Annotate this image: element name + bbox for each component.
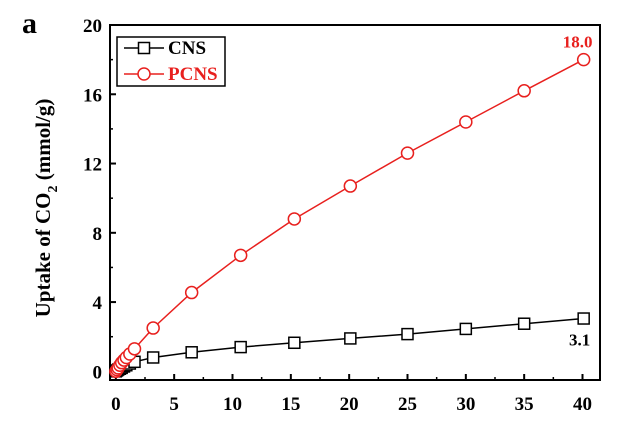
x-tick-label: 40	[573, 394, 592, 415]
data-point-cns	[288, 336, 301, 350]
y-tick-label: 8	[93, 224, 103, 245]
x-tick-label: 25	[398, 394, 417, 415]
data-point-cns	[577, 312, 590, 325]
y-axis-title-main: Uptake of CO	[31, 193, 55, 318]
x-tick-label: 15	[281, 394, 300, 415]
plot-frame	[109, 24, 601, 381]
legend-marker-pcns	[137, 67, 151, 81]
data-point-cns	[234, 340, 247, 354]
data-point-cns	[401, 327, 414, 341]
y-tick-label: 16	[83, 85, 102, 106]
series-cns	[109, 312, 590, 378]
legend-box	[116, 36, 226, 87]
data-point-pcns	[127, 342, 142, 356]
data-point-pcns	[400, 146, 415, 160]
data-point-cns	[344, 332, 357, 345]
data-point-pcns	[343, 179, 358, 193]
x-tick-label: 10	[223, 394, 242, 415]
y-tick-label: 4	[93, 293, 103, 314]
y-tick-label: 20	[83, 16, 102, 37]
data-point-cns	[517, 317, 531, 330]
data-point-cns	[146, 351, 160, 364]
y-axis-title: Uptake of CO2 (mmol/g)	[31, 99, 61, 318]
legend: CNS PCNS	[116, 36, 226, 87]
data-point-pcns	[459, 115, 473, 129]
y-axis-title-unit: (mmol/g)	[31, 99, 55, 186]
x-tick-label: 35	[515, 394, 534, 415]
x-tick-label: 20	[340, 394, 359, 415]
data-point-pcns	[184, 285, 199, 300]
x-tick-label: 0	[111, 394, 121, 415]
panel-label: a	[22, 7, 37, 40]
legend-label-cns: CNS	[168, 38, 206, 59]
y-axis-title-subscript: 2	[46, 186, 61, 193]
data-point-pcns	[287, 212, 302, 226]
end-value-label-pcns: 18.0	[563, 33, 593, 52]
x-tick-label: 30	[456, 394, 475, 415]
data-point-pcns	[517, 84, 531, 98]
legend-marker-cns	[137, 41, 151, 55]
x-tick-label: 5	[169, 394, 179, 415]
data-point-cns	[459, 322, 473, 336]
end-value-label-cns: 3.1	[569, 331, 590, 350]
legend-label-pcns: PCNS	[168, 64, 218, 85]
y-tick-label: 0	[93, 362, 103, 383]
data-point-cns	[185, 346, 198, 359]
series-pcns	[109, 52, 591, 379]
data-point-pcns	[233, 248, 248, 263]
series-line-cns	[115, 317, 584, 372]
data-point-pcns	[146, 321, 160, 335]
data-point-pcns	[576, 52, 591, 67]
y-tick-label: 12	[83, 155, 102, 176]
